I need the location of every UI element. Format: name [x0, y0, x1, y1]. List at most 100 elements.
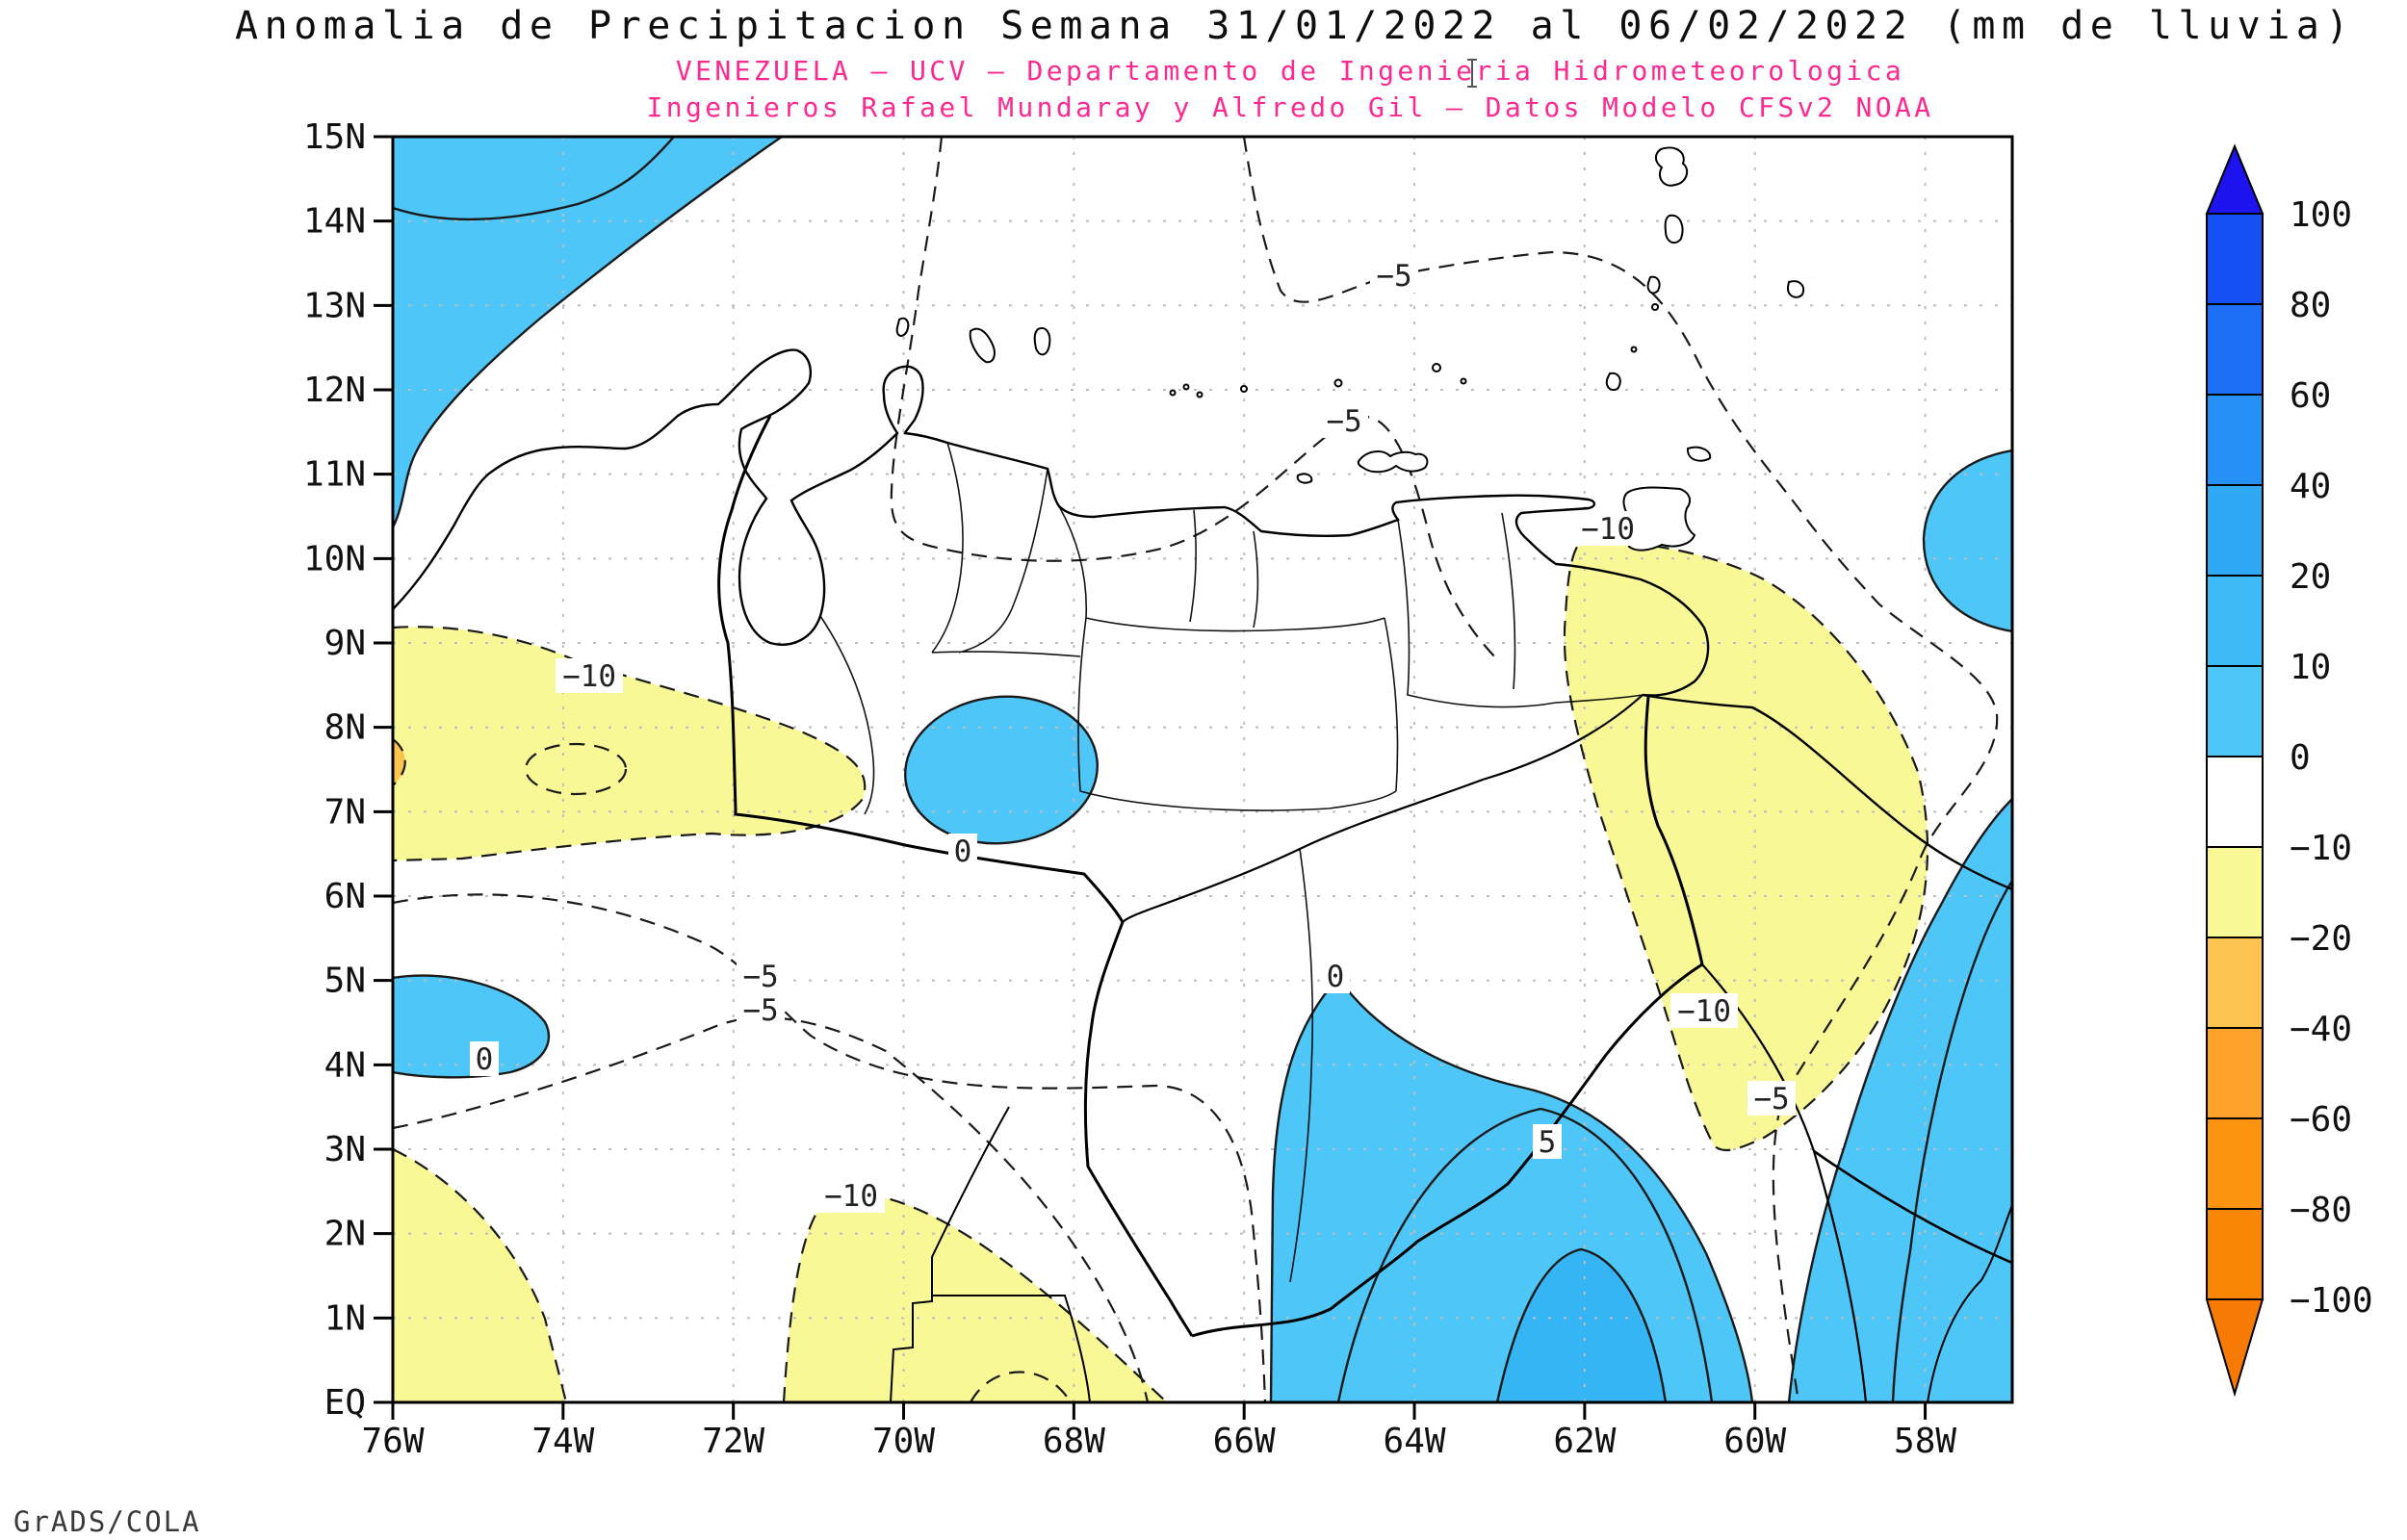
lon-label: 58W	[1894, 1422, 1956, 1461]
lon-label: 70W	[872, 1422, 935, 1461]
colorbar-segment	[2206, 484, 2264, 577]
island-st-vincent	[1646, 275, 1661, 295]
dashed-contours	[393, 137, 1999, 1402]
coastline-south-america	[393, 348, 2012, 891]
colorbar-label: 40	[2290, 467, 2331, 506]
contour-0-falcon-oval	[904, 695, 1099, 845]
island-aruba	[895, 317, 910, 337]
anomaly-region-corner-positive	[1789, 799, 2012, 1402]
lat-label: 5N	[324, 962, 366, 1001]
contour-label: −5	[1753, 1082, 1789, 1116]
colorbar-label: −10	[2290, 829, 2352, 868]
lat-label: 15N	[303, 117, 366, 157]
contour-label: 5	[1539, 1125, 1557, 1160]
contour-label-box	[1533, 1124, 1562, 1159]
river-orinoco	[1122, 694, 1643, 923]
lat-label: EQ	[324, 1383, 366, 1423]
contour-label: −5	[1376, 259, 1411, 294]
contour-neg10-south-center	[782, 1193, 1168, 1402]
lat-label: 10N	[303, 539, 366, 578]
contour-0-se	[1269, 976, 1754, 1402]
anomaly-region-nw-positive	[393, 137, 782, 527]
island-tobago	[1686, 446, 1712, 462]
islands	[895, 146, 1804, 552]
map-frame	[391, 135, 2014, 1404]
colorbar-label: −60	[2290, 1100, 2352, 1140]
lat-label: 11N	[303, 455, 366, 495]
colorbar-segment	[2206, 1208, 2264, 1300]
colorbar-label: 0	[2290, 738, 2311, 778]
subtitle-line-2: Ingenieros Rafael Mundaray y Alfredo Gil…	[646, 91, 1934, 123]
contour-neg15-south-inner	[970, 1371, 1072, 1402]
latitude-axis: 15N 14N 13N 12N 11N 10N 9N 8N 7N 6N 5N 4N 3N 2N 1N EQ	[303, 117, 393, 1423]
subtitle-line-1: VENEZUELA — UCV — Departamento de Ingeni…	[675, 55, 1905, 87]
lat-label: 8N	[324, 708, 366, 748]
contour-label-box	[1370, 258, 1418, 293]
colorbar-label: −80	[2290, 1191, 2352, 1230]
contour-0-corner	[1787, 798, 2012, 1402]
island-barbados	[1786, 280, 1804, 298]
colorbar-segment	[2206, 1117, 2264, 1210]
text-cursor	[1467, 59, 1477, 88]
island-margarita	[1357, 450, 1429, 474]
lat-label: 14N	[303, 202, 366, 242]
colorbar-arrow-top	[2205, 143, 2265, 215]
contour-label: 0	[1327, 960, 1345, 994]
contour-label-box	[1670, 993, 1738, 1028]
contour-label: 0	[476, 1042, 494, 1077]
lat-label: 13N	[303, 286, 366, 325]
colorbar-segment	[2206, 575, 2264, 667]
island-la-orchila	[1240, 385, 1248, 393]
contour-neg5-southwest-lower	[393, 1016, 1150, 1402]
contour-10-se	[1495, 1247, 1668, 1402]
border-venezuela-brazil	[1191, 962, 1703, 1338]
anomaly-region-sw-yellow	[393, 1149, 566, 1402]
contour-label-box	[1320, 403, 1368, 438]
lon-label: 60W	[1723, 1422, 1786, 1461]
contour-label: −5	[1326, 404, 1361, 439]
contour-neg5-falcon-loop	[890, 137, 1501, 663]
colorbar-segment	[2206, 937, 2264, 1029]
colorbar-segment	[2206, 756, 2264, 848]
contour-label: −10	[824, 1179, 878, 1214]
island-martinique	[1654, 146, 1689, 187]
lon-label: 66W	[1213, 1422, 1276, 1461]
lat-label: 1N	[324, 1298, 366, 1338]
contour-0-nw	[393, 137, 783, 528]
contour-label-box	[1321, 959, 1350, 993]
geography	[393, 146, 2012, 1402]
lat-label: 9N	[324, 624, 366, 663]
anomaly-region-west-yellow	[393, 627, 866, 860]
contour-neg20-west-sliver	[393, 738, 406, 786]
colorbar-segment	[2206, 665, 2264, 757]
colorbar-segment	[2206, 213, 2264, 305]
anomaly-fills	[393, 137, 2012, 1402]
anomaly-region-falcon-oval-positive	[905, 696, 1098, 844]
contour-0-west-edge	[393, 974, 551, 1079]
credit-grads-cola: GrADS/COLA	[13, 1505, 201, 1538]
lon-label: 76W	[361, 1422, 424, 1461]
contour-neg10-sw	[393, 1148, 568, 1402]
anomaly-region-east-edge-positive	[1924, 450, 2012, 631]
contour-5-corner	[1891, 880, 2012, 1402]
lat-label: 3N	[324, 1130, 366, 1169]
island-los-roques-2	[1182, 383, 1190, 391]
colorbar-label: 20	[2290, 557, 2331, 597]
island-curacao	[969, 327, 996, 364]
island-los-roques-3	[1196, 391, 1204, 398]
colorbar-label: −20	[2290, 919, 2352, 959]
island-los-roques	[1169, 389, 1177, 397]
contour-5-se	[1336, 1107, 1714, 1402]
lon-label: 64W	[1384, 1422, 1446, 1461]
contour-label-box	[948, 834, 977, 868]
colorbar-label: 80	[2290, 286, 2331, 325]
contour-neg15-west-inner	[524, 742, 628, 796]
contour-label-box	[556, 658, 623, 693]
anomaly-region-south-center-yellow	[784, 1194, 1167, 1402]
contour-neg10-east	[1563, 541, 1929, 1152]
lon-label: 72W	[702, 1422, 764, 1461]
contour-label: −5	[742, 993, 778, 1028]
contour-5-nw	[393, 137, 675, 221]
